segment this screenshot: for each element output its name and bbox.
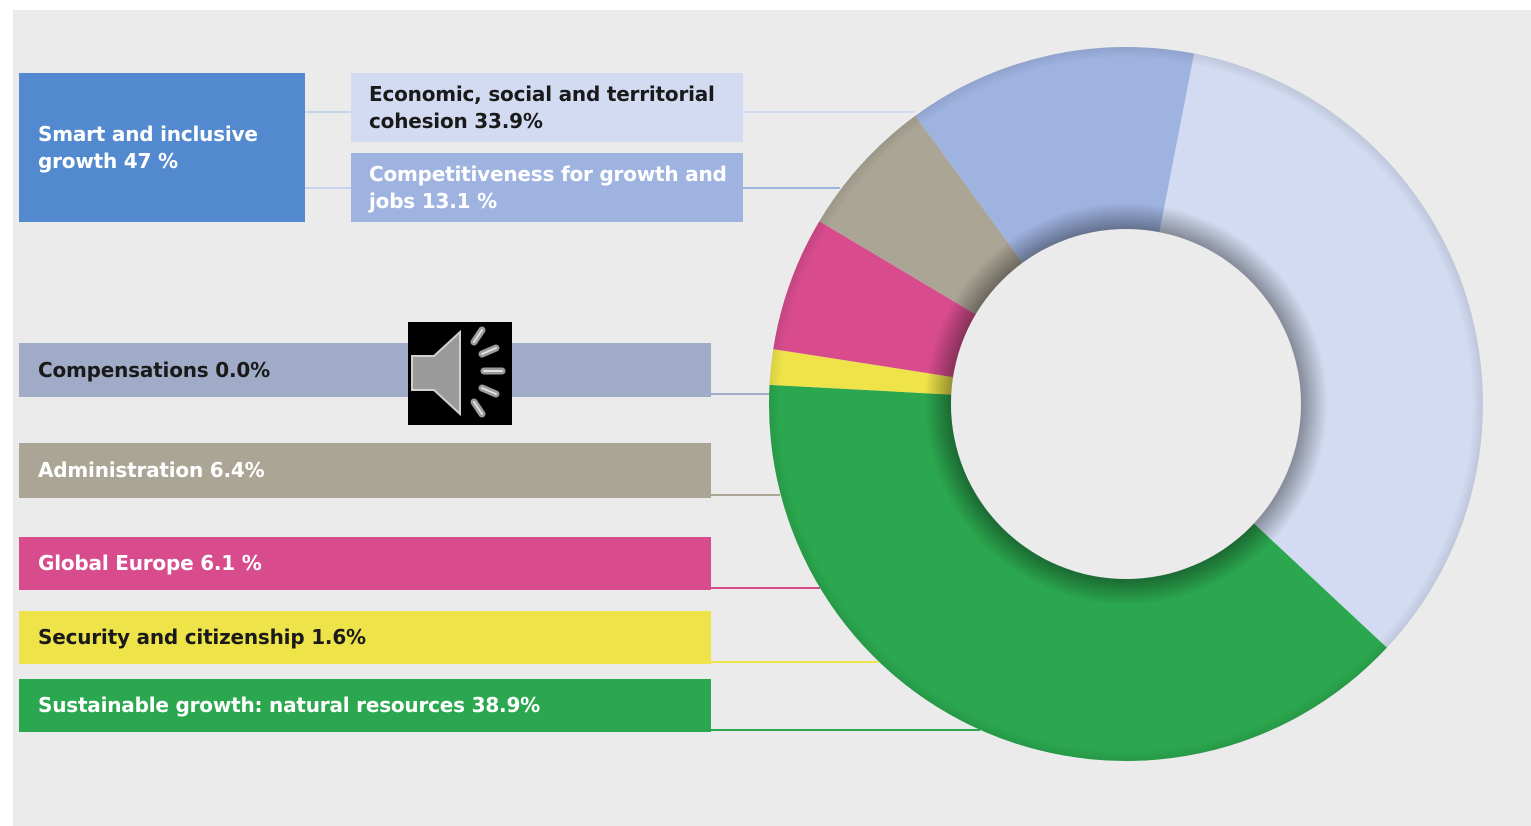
legend-label-competitiveness: Competitiveness for growth and jobs 13.1… [369, 161, 727, 213]
legend-box-administration: Administration 6.4% [19, 443, 711, 498]
group-box-smart: Smart and inclusive growth 47 % [19, 73, 305, 222]
legend-box-global: Global Europe 6.1 % [19, 537, 711, 590]
legend-label-security: Security and citizenship 1.6% [38, 625, 366, 649]
donut-hole [951, 229, 1301, 579]
legend-box-sustainable: Sustainable growth: natural resources 38… [19, 679, 711, 732]
legend-box-security: Security and citizenship 1.6% [19, 611, 711, 664]
legend-label-global: Global Europe 6.1 % [38, 551, 262, 575]
legend-label-compensations: Compensations 0.0% [38, 357, 270, 382]
legend-label-cohesion: Economic, social and territorial cohesio… [369, 81, 715, 133]
legend-label-sustainable: Sustainable growth: natural resources 38… [38, 693, 541, 717]
legend-box-compensations: Compensations 0.0% [19, 343, 711, 397]
legend-box-cohesion: Economic, social and territorial cohesio… [351, 73, 743, 142]
legend-label-administration: Administration 6.4% [38, 458, 265, 482]
speaker-volume-icon[interactable] [408, 322, 512, 425]
group-label-smart: Smart and inclusive growth 47 % [38, 121, 258, 173]
legend-box-competitiveness: Competitiveness for growth and jobs 13.1… [351, 153, 743, 222]
